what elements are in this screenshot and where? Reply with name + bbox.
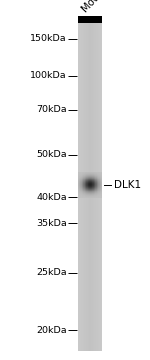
Bar [94,16,95,351]
Bar [79,16,80,351]
Bar [83,16,84,351]
Bar [90,16,91,351]
Text: 20kDa: 20kDa [36,326,67,335]
Text: 100kDa: 100kDa [30,71,67,80]
Bar [87,16,88,351]
Bar [100,16,101,351]
Bar [97,16,98,351]
Bar [91,16,92,351]
Bar [88,16,89,351]
Bar [101,16,102,351]
Bar [78,16,102,351]
Text: DLK1: DLK1 [114,180,141,190]
Bar [99,16,100,351]
Bar [98,16,99,351]
Text: Mouse heart: Mouse heart [80,0,129,14]
Bar [89,16,90,351]
Bar [80,16,81,351]
Bar [85,16,86,351]
Bar [84,16,85,351]
Bar [93,16,94,351]
Bar [86,16,87,351]
Text: 25kDa: 25kDa [36,269,67,277]
Bar [82,16,83,351]
Text: 150kDa: 150kDa [30,34,67,43]
Text: 40kDa: 40kDa [36,193,67,202]
Bar [78,16,79,351]
Bar [92,16,93,351]
Bar [81,16,82,351]
Text: 70kDa: 70kDa [36,105,67,114]
Bar [78,16,102,23]
Bar [95,16,96,351]
Bar [96,16,97,351]
Text: 50kDa: 50kDa [36,150,67,159]
Text: 35kDa: 35kDa [36,219,67,228]
